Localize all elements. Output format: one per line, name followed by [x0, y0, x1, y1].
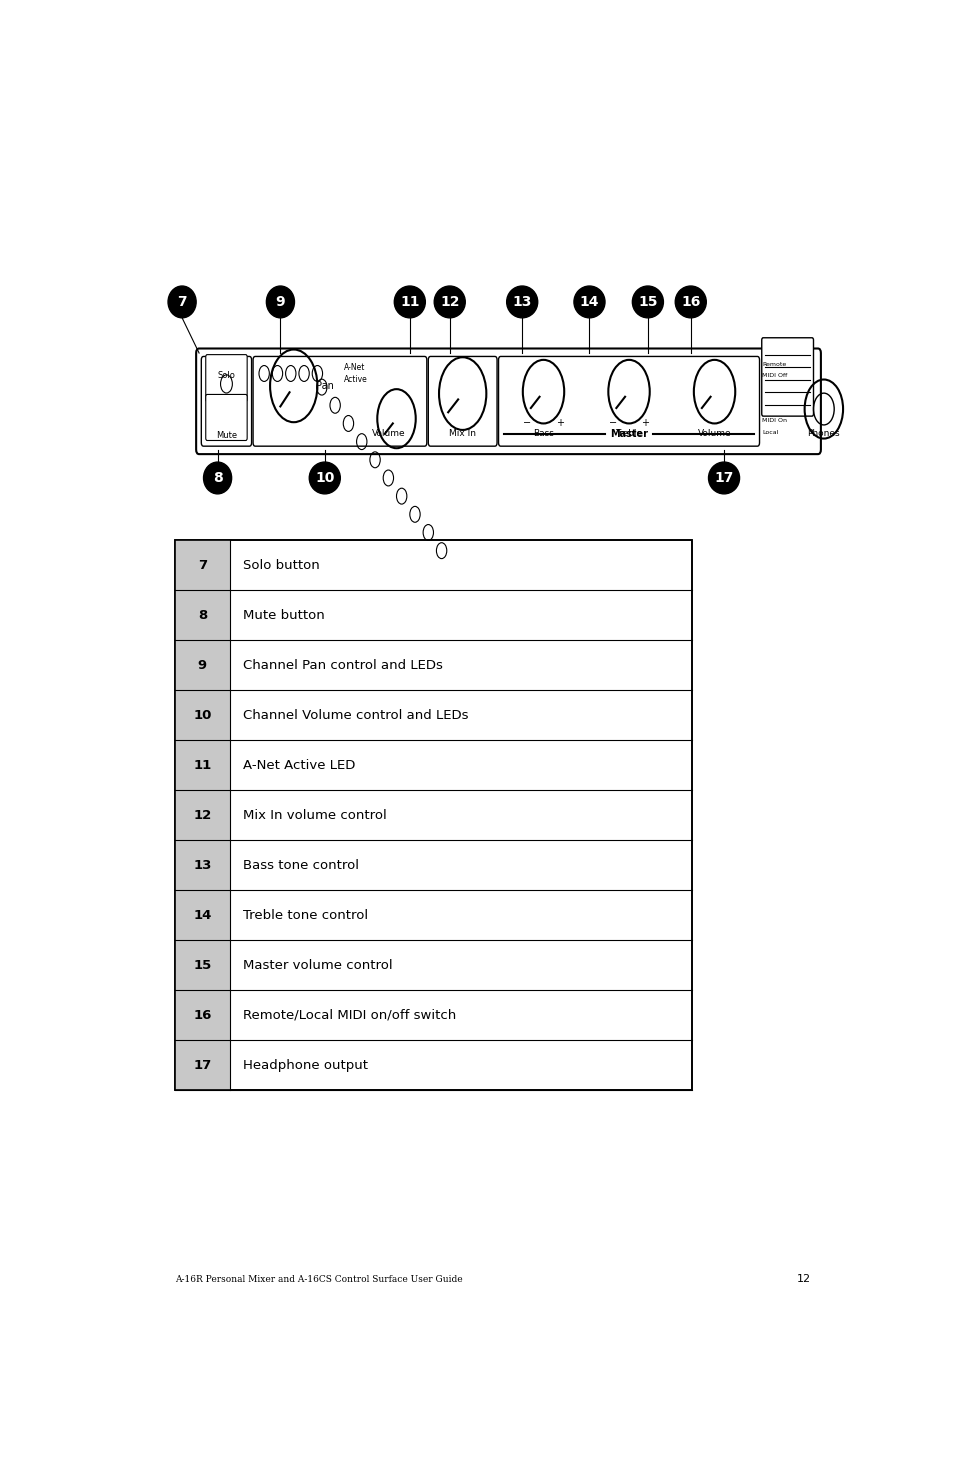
Text: 7: 7 — [197, 559, 207, 572]
Text: 13: 13 — [193, 858, 212, 872]
Text: 12: 12 — [439, 295, 459, 308]
Text: Mix In: Mix In — [449, 429, 476, 438]
Text: 12: 12 — [796, 1274, 810, 1285]
Text: MIDI Off: MIDI Off — [761, 373, 787, 379]
FancyBboxPatch shape — [206, 394, 247, 441]
Bar — [174, 990, 230, 1040]
Text: Phones: Phones — [806, 429, 840, 438]
Bar — [174, 891, 230, 940]
Bar — [174, 791, 230, 841]
Ellipse shape — [708, 462, 739, 494]
FancyBboxPatch shape — [206, 354, 247, 401]
Text: A-Net Active LED: A-Net Active LED — [243, 758, 355, 771]
FancyBboxPatch shape — [253, 357, 426, 445]
Text: Channel Volume control and LEDs: Channel Volume control and LEDs — [243, 709, 469, 721]
Text: Solo button: Solo button — [243, 559, 320, 572]
Bar — [174, 841, 230, 891]
Text: −: − — [522, 417, 531, 428]
FancyBboxPatch shape — [428, 357, 497, 445]
Ellipse shape — [574, 286, 604, 317]
Text: 9: 9 — [197, 659, 207, 673]
Text: MIDI On: MIDI On — [761, 419, 786, 423]
Text: Volume: Volume — [372, 429, 405, 438]
Ellipse shape — [675, 286, 705, 317]
Ellipse shape — [266, 286, 294, 317]
Text: 14: 14 — [579, 295, 598, 308]
Text: +: + — [640, 417, 649, 428]
Text: Treble: Treble — [615, 429, 642, 438]
Bar — [174, 540, 692, 1090]
Text: 15: 15 — [193, 959, 212, 972]
Text: 15: 15 — [638, 295, 657, 308]
Text: 12: 12 — [193, 808, 212, 822]
Text: 10: 10 — [193, 709, 212, 721]
Text: 11: 11 — [193, 758, 212, 771]
Text: Local: Local — [761, 429, 778, 435]
Text: 14: 14 — [193, 909, 212, 922]
Bar — [174, 540, 230, 590]
Text: 17: 17 — [193, 1059, 212, 1072]
Text: −: − — [608, 417, 617, 428]
Text: Volume: Volume — [697, 429, 731, 438]
Ellipse shape — [168, 286, 196, 317]
FancyBboxPatch shape — [196, 348, 820, 454]
Text: Active: Active — [344, 375, 367, 384]
Bar — [174, 940, 230, 990]
Bar — [174, 690, 230, 740]
Text: Master: Master — [609, 429, 647, 438]
Ellipse shape — [309, 462, 340, 494]
Text: 10: 10 — [314, 471, 335, 485]
Text: 16: 16 — [193, 1009, 212, 1022]
Text: Treble tone control: Treble tone control — [243, 909, 368, 922]
Text: 8: 8 — [213, 471, 222, 485]
Bar — [174, 1040, 230, 1090]
Text: Mute: Mute — [215, 432, 236, 441]
Text: Solo: Solo — [217, 372, 235, 381]
Text: Bass: Bass — [533, 429, 554, 438]
Bar — [174, 640, 230, 690]
FancyBboxPatch shape — [498, 357, 759, 445]
Text: Channel Pan control and LEDs: Channel Pan control and LEDs — [243, 659, 443, 673]
FancyBboxPatch shape — [760, 338, 813, 416]
Text: 11: 11 — [399, 295, 419, 308]
Text: Remote/Local MIDI on/off switch: Remote/Local MIDI on/off switch — [243, 1009, 456, 1022]
Text: 13: 13 — [512, 295, 532, 308]
Text: A-Net: A-Net — [344, 363, 365, 372]
Text: +: + — [556, 417, 563, 428]
Text: A-16R Personal Mixer and A-16CS Control Surface User Guide: A-16R Personal Mixer and A-16CS Control … — [174, 1276, 462, 1285]
Text: Mix In volume control: Mix In volume control — [243, 808, 387, 822]
Text: 7: 7 — [177, 295, 187, 308]
Text: Headphone output: Headphone output — [243, 1059, 368, 1072]
Text: 9: 9 — [275, 295, 285, 308]
Ellipse shape — [632, 286, 662, 317]
Bar — [174, 740, 230, 791]
Ellipse shape — [394, 286, 425, 317]
Bar — [174, 540, 692, 1090]
Text: Mute button: Mute button — [243, 609, 325, 622]
Text: Remote: Remote — [761, 363, 786, 367]
Ellipse shape — [434, 286, 465, 317]
Text: 16: 16 — [680, 295, 700, 308]
Ellipse shape — [506, 286, 537, 317]
Bar — [174, 590, 230, 640]
Text: Master volume control: Master volume control — [243, 959, 393, 972]
FancyBboxPatch shape — [201, 357, 252, 445]
Text: 17: 17 — [714, 471, 733, 485]
Text: 8: 8 — [197, 609, 207, 622]
Text: Pan: Pan — [315, 381, 334, 391]
Ellipse shape — [203, 462, 232, 494]
Text: Bass tone control: Bass tone control — [243, 858, 359, 872]
